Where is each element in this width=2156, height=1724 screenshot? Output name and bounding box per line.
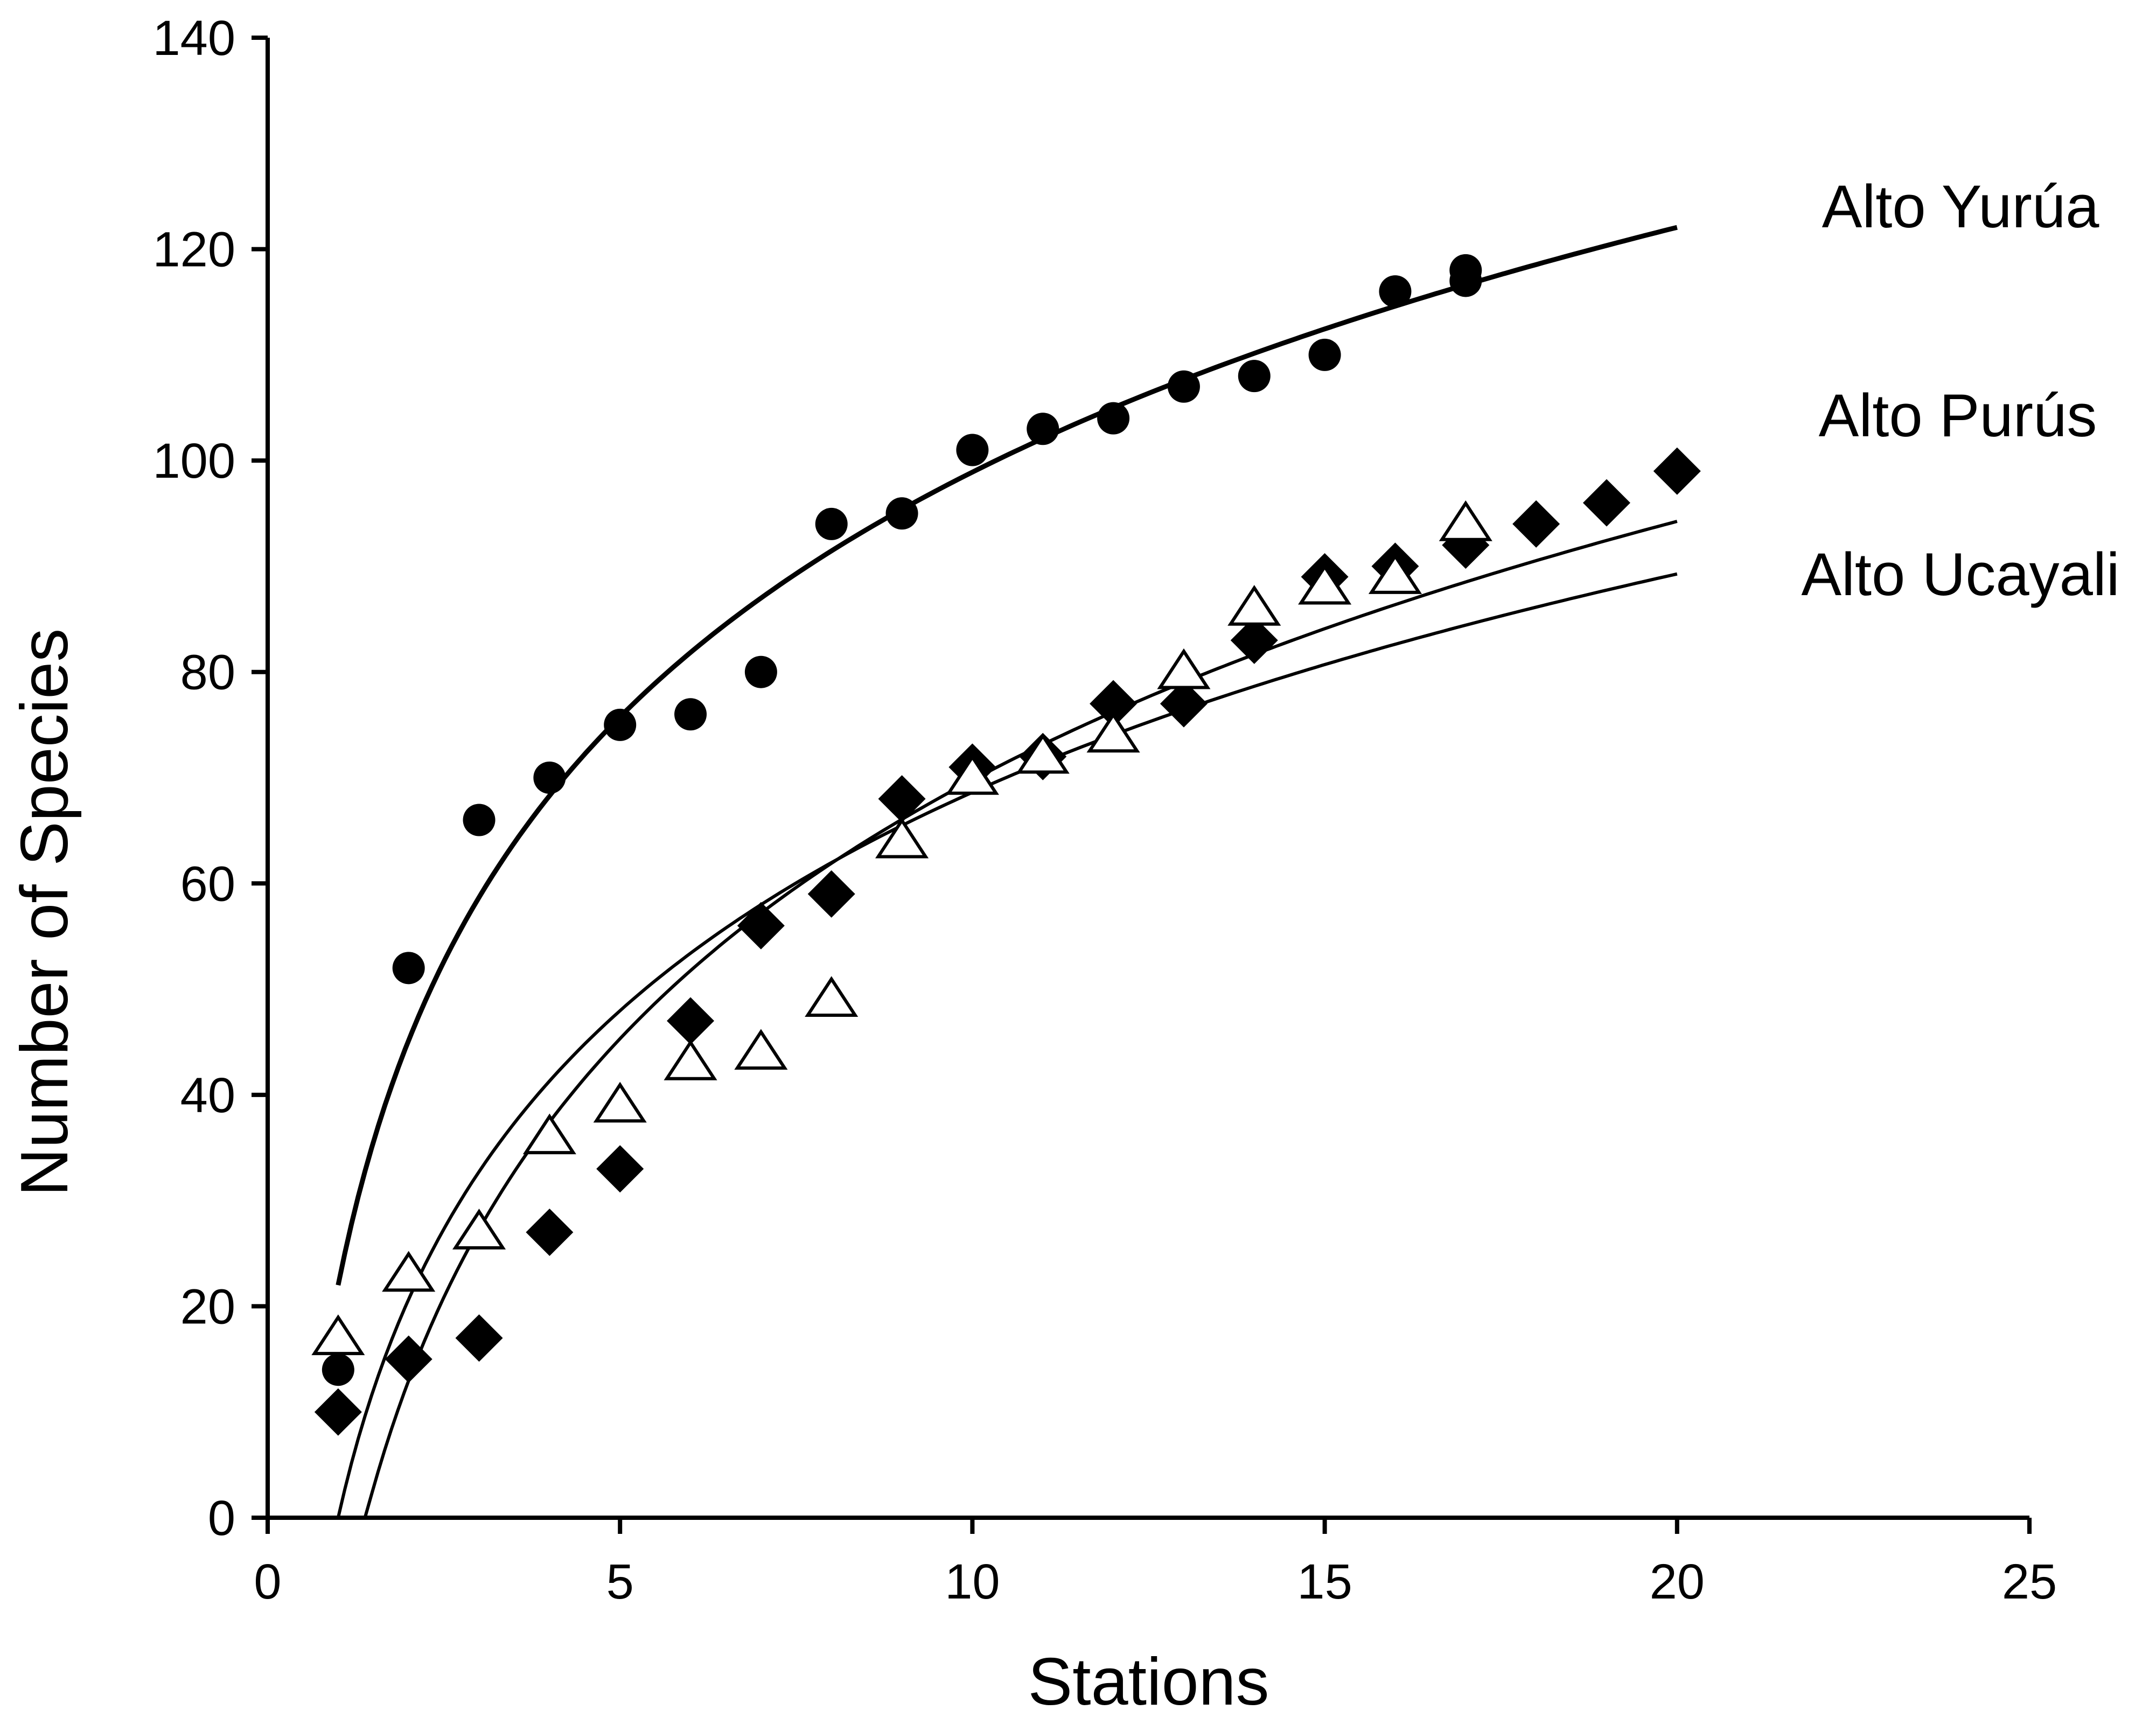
data-point-circle [1238,360,1271,393]
series-label-alto-yur-a: Alto Yurúa [1822,173,2099,240]
data-point-circle [815,507,848,540]
data-point-diamond [1512,500,1560,548]
data-point-diamond [385,1335,432,1383]
data-point-triangle [1016,732,1070,774]
fit-curve-alto-ucayali [336,572,1678,1518]
data-point-diamond [807,870,855,918]
y-tick-label: 0 [208,1491,235,1546]
data-point-circle [1167,370,1200,403]
data-point-diamond [1160,680,1208,728]
data-point-triangle [1227,585,1281,626]
data-point-triangle [664,1039,717,1080]
axes: 0 20 40 60 80 100 120 140 0 5 10 15 20 25 [153,11,2057,1609]
fit-curves [336,225,1678,1518]
data-point-circle [956,434,989,466]
data-point-circle [604,708,637,741]
data-point-circle [1308,338,1341,371]
y-tick-label: 80 [180,645,235,700]
data-point-circle [1027,413,1059,445]
x-tick-label: 5 [606,1554,634,1609]
series-labels: Alto Yurúa Alto Purús Alto Ucayali [1801,173,2119,608]
data-point-triangle [1439,500,1492,541]
data-point-triangle [311,1314,365,1356]
data-point-diamond [878,775,926,823]
y-tick-label: 40 [180,1068,235,1123]
x-tick-label: 10 [945,1554,1000,1609]
x-tick-label: 0 [254,1554,281,1609]
y-tick-label: 100 [153,434,236,488]
data-point-diamond [1230,616,1278,664]
x-tick-label: 20 [1650,1554,1705,1609]
data-point-diamond [1582,479,1630,527]
y-tick-label: 140 [153,11,236,66]
data-point-triangle [734,1029,788,1070]
data-point-diamond [667,997,715,1045]
data-point-triangle [875,817,929,858]
y-tick-label: 120 [153,222,236,277]
data-point-circle [1097,402,1130,435]
data-point-triangle [1298,563,1352,605]
data-point-diamond [526,1209,574,1257]
data-point-circle [533,762,566,794]
data-point-circle [463,804,496,836]
series-label-alto-ucayali: Alto Ucayali [1801,541,2119,608]
data-point-circle [1379,275,1412,308]
data-point-circle [744,655,777,688]
data-point-triangle [593,1081,647,1123]
x-axis-title: Stations [1028,1645,1269,1719]
data-point-diamond [1653,447,1701,495]
x-tick-label: 25 [2002,1554,2057,1609]
data-point-triangle [1157,648,1211,689]
data-point-triangle [1368,553,1422,594]
data-points [311,254,1701,1436]
data-point-diamond [455,1314,503,1362]
data-point-triangle [945,754,999,795]
data-point-diamond [596,1145,644,1193]
y-tick-label: 60 [180,856,235,911]
data-point-triangle [805,976,859,1017]
data-point-diamond [1090,680,1138,728]
data-point-circle [392,952,425,985]
data-point-circle [322,1353,354,1386]
fit-curve-alto-pur-s [363,520,1678,1518]
data-point-triangle [1086,711,1140,753]
data-point-circle [1449,254,1482,287]
x-tick-label: 15 [1297,1554,1352,1609]
series-label-alto-pur-s: Alto Purús [1819,382,2097,449]
data-point-triangle [382,1251,436,1292]
data-point-diamond [737,902,785,950]
data-point-triangle [452,1209,506,1250]
data-point-diamond [314,1388,362,1436]
y-axis-title: Number of Species [8,629,82,1196]
y-tick-label: 20 [180,1279,235,1334]
data-point-circle [674,698,707,731]
data-point-circle [885,497,918,530]
data-point-triangle [522,1113,576,1155]
fit-curve-alto-yur-a [336,225,1678,1286]
